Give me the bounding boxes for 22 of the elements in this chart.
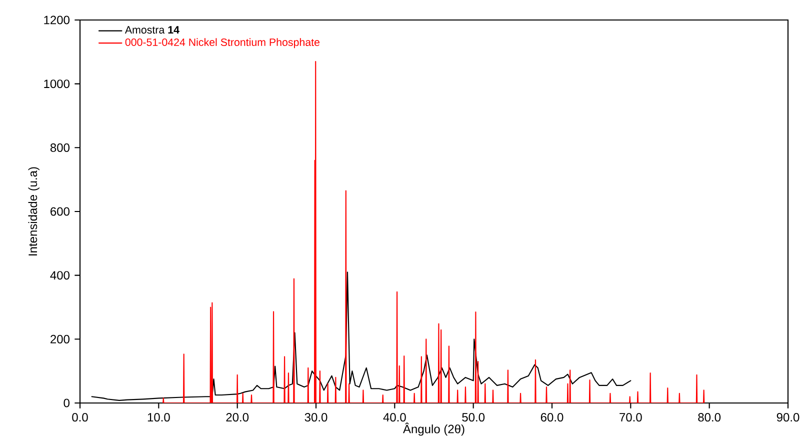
x-tick-label: 30.0 xyxy=(304,413,328,422)
x-tick-label: 90.0 xyxy=(776,413,800,422)
y-tick-label: 400 xyxy=(50,271,70,280)
line-series xyxy=(162,60,705,403)
x-tick-label: 40.0 xyxy=(383,413,406,422)
y-tick-label: 200 xyxy=(50,334,70,344)
y-axis-title: Intensidade (u.a) xyxy=(28,167,40,256)
x-tick-label: 60.0 xyxy=(540,413,564,422)
legend-label: 000-51-0424 Nickel Strontium Phosphate xyxy=(125,38,320,48)
x-tick-label: 0.0 xyxy=(72,413,88,422)
y-tick-label: 1000 xyxy=(44,80,70,88)
x-tick-label: 80.0 xyxy=(698,413,721,422)
x-tick-label: 50.0 xyxy=(462,413,485,422)
x-tick-label: 70.0 xyxy=(620,413,642,422)
x-axis-title: Ângulo (2θ) xyxy=(403,422,464,436)
x-tick-label: 10.0 xyxy=(148,413,170,422)
y-tick-label: 800 xyxy=(50,143,70,152)
legend-label: Amostra 14 xyxy=(124,26,180,34)
y-tick-label: 0 xyxy=(64,398,70,408)
x-tick-label: 20.0 xyxy=(226,413,249,422)
y-tick-label: 1200 xyxy=(44,16,70,24)
y-tick-label: 600 xyxy=(50,207,70,216)
